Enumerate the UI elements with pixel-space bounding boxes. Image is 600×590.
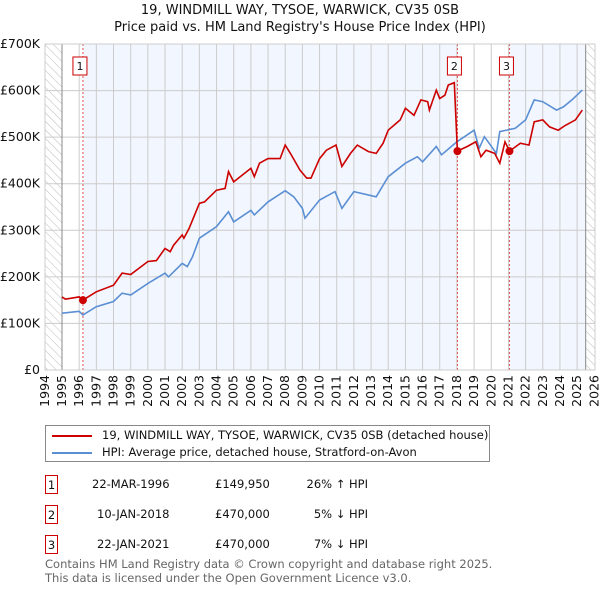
footer-line: This data is licensed under the Open Gov… bbox=[45, 571, 412, 585]
transaction-price: £470,000 bbox=[215, 537, 270, 551]
shaded-period bbox=[509, 44, 586, 370]
x-tick-label: 2021 bbox=[500, 375, 515, 407]
sale-label-box bbox=[72, 56, 88, 76]
series-line bbox=[61, 89, 583, 317]
transaction-hpi: 5% ↓ HPI bbox=[313, 507, 368, 521]
series-line bbox=[61, 81, 583, 302]
transaction-price: £149,950 bbox=[215, 477, 270, 491]
transaction-number: 2 bbox=[45, 505, 58, 524]
x-tick-label: 2003 bbox=[191, 375, 206, 407]
x-tick-label: 2013 bbox=[363, 375, 378, 407]
legend-item-property: 19, WINDMILL WAY, TYSOE, WARWICK, CV35 0… bbox=[52, 428, 488, 443]
transaction-price: £470,000 bbox=[215, 507, 270, 521]
x-tick-label: 2019 bbox=[466, 375, 481, 407]
legend-label: 19, WINDMILL WAY, TYSOE, WARWICK, CV35 0… bbox=[102, 428, 489, 442]
no-data-hatch bbox=[45, 44, 62, 370]
transaction-date: 22-MAR-1996 bbox=[92, 477, 170, 491]
x-tick-label: 2017 bbox=[432, 375, 447, 407]
x-tick-label: 2025 bbox=[569, 375, 584, 407]
x-tick-label: 1995 bbox=[54, 375, 69, 407]
x-tick-label: 2004 bbox=[209, 375, 224, 407]
x-tick-label: 2015 bbox=[397, 375, 412, 407]
x-tick-label: 2023 bbox=[535, 375, 550, 407]
transaction-number: 1 bbox=[45, 475, 58, 494]
legend-label: HPI: Average price, detached house, Stra… bbox=[102, 445, 417, 459]
legend-swatch-red bbox=[52, 434, 92, 437]
sale-point bbox=[505, 147, 514, 156]
chart-subtitle: Price paid vs. HM Land Registry's House … bbox=[114, 20, 486, 35]
x-tick-label: 1994 bbox=[37, 375, 52, 407]
x-tick-label: 2016 bbox=[415, 375, 430, 407]
x-tick-label: 2026 bbox=[586, 375, 600, 407]
y-tick-label: £600K bbox=[0, 83, 41, 98]
y-tick-label: £100K bbox=[0, 315, 41, 330]
x-tick-label: 1996 bbox=[71, 375, 86, 407]
transaction-date: 22-JAN-2021 bbox=[97, 537, 170, 551]
x-tick-label: 2022 bbox=[518, 375, 533, 407]
legend-item-hpi: HPI: Average price, detached house, Stra… bbox=[52, 445, 417, 460]
x-tick-label: 2007 bbox=[260, 375, 275, 407]
y-tick-label: £300K bbox=[0, 222, 41, 237]
x-tick-label: 1998 bbox=[106, 375, 121, 407]
x-tick-label: 2012 bbox=[346, 375, 361, 407]
sale-label: 1 bbox=[76, 60, 83, 73]
x-tick-label: 2009 bbox=[294, 375, 309, 407]
y-tick-label: £400K bbox=[0, 176, 41, 191]
transaction-row: 1 22-MAR-1996 £149,950 26% ↑ HPI bbox=[45, 475, 465, 495]
no-data-hatch bbox=[585, 44, 595, 370]
transaction-row: 3 22-JAN-2021 £470,000 7% ↓ HPI bbox=[45, 535, 465, 555]
footer-attribution: Contains HM Land Registry data © Crown c… bbox=[45, 557, 492, 585]
legend-swatch-blue bbox=[52, 451, 92, 454]
chart-title: 19, WINDMILL WAY, TYSOE, WARWICK, CV35 0… bbox=[140, 3, 460, 18]
x-tick-label: 2024 bbox=[552, 375, 567, 407]
sale-label-box bbox=[446, 56, 462, 76]
plot-border bbox=[44, 43, 596, 371]
shaded-period bbox=[82, 44, 458, 370]
sale-label: 3 bbox=[503, 60, 510, 73]
transaction-hpi: 7% ↓ HPI bbox=[313, 537, 368, 551]
y-tick-label: £0 bbox=[24, 362, 40, 377]
chart-legend: 19, WINDMILL WAY, TYSOE, WARWICK, CV35 0… bbox=[45, 425, 490, 462]
transaction-hpi: 26% ↑ HPI bbox=[306, 477, 368, 491]
y-tick-label: £700K bbox=[0, 36, 41, 51]
sale-point bbox=[453, 147, 462, 156]
footer-line: Contains HM Land Registry data © Crown c… bbox=[45, 557, 493, 571]
y-tick-label: £200K bbox=[0, 269, 41, 284]
y-tick-label: £500K bbox=[0, 129, 41, 144]
x-tick-label: 2011 bbox=[329, 375, 344, 407]
x-tick-label: 2014 bbox=[380, 375, 395, 407]
price-chart: 1994 1995 1996 1997 1998 1999 2000 2001 2002 2003… bbox=[0, 36, 600, 407]
x-tick-label: 2008 bbox=[277, 375, 292, 407]
x-tick-label: 1999 bbox=[123, 375, 138, 407]
transaction-row: 2 10-JAN-2018 £470,000 5% ↓ HPI bbox=[45, 505, 465, 525]
x-tick-label: 2006 bbox=[243, 375, 258, 407]
x-tick-label: 2002 bbox=[174, 375, 189, 407]
x-tick-label: 2020 bbox=[483, 375, 498, 407]
sale-label-box bbox=[498, 56, 514, 76]
transaction-date: 10-JAN-2018 bbox=[97, 507, 170, 521]
sale-label: 2 bbox=[451, 60, 458, 73]
x-tick-label: 2018 bbox=[449, 375, 464, 407]
x-tick-label: 2010 bbox=[312, 375, 327, 407]
x-tick-label: 2005 bbox=[226, 375, 241, 407]
x-tick-label: 2001 bbox=[157, 375, 172, 407]
x-tick-label: 2000 bbox=[140, 375, 155, 407]
x-tick-label: 1997 bbox=[88, 375, 103, 407]
transaction-number: 3 bbox=[45, 535, 58, 554]
sale-point bbox=[78, 296, 87, 305]
